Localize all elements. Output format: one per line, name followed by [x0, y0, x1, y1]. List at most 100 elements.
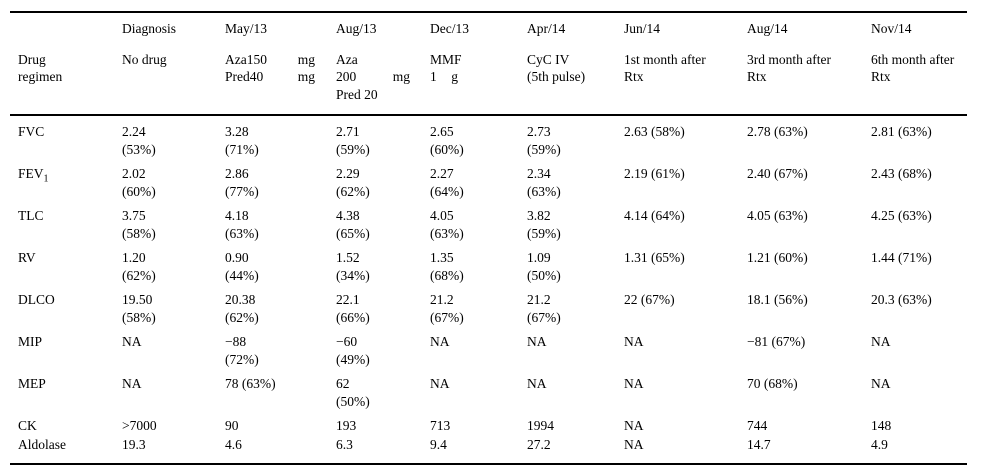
- table-cell: NA: [430, 334, 450, 349]
- table-body: FVC 2.24 (53%) 3.28 (71%) 2.71 (59%) 2.65 (6…: [10, 115, 967, 464]
- row-label: DLCO: [10, 284, 114, 326]
- regimen-line: (5th pulse): [527, 69, 586, 84]
- table-cell: 22 (67%): [624, 292, 675, 307]
- dose-drug: Pred40: [225, 69, 264, 84]
- table-cell: NA: [871, 334, 891, 349]
- row-label-text: RV: [18, 250, 36, 265]
- column-header-regimen: Aza 200 mg Pred 20: [328, 37, 422, 116]
- table-cell: 2.29 (62%): [336, 166, 370, 199]
- column-header-regimen: 6th month after Rtx: [863, 37, 967, 116]
- column-header-regimen: 3rd month after Rtx: [739, 37, 863, 116]
- row-label: RV: [10, 242, 114, 284]
- column-header-date: Jun/14: [624, 21, 661, 36]
- table-cell: 3.75 (58%): [122, 208, 156, 241]
- table-cell: 1.31 (65%): [624, 250, 685, 265]
- table-cell: 744: [747, 418, 768, 433]
- row-label-text: FEV: [18, 166, 44, 181]
- table-cell: 19.3: [122, 436, 146, 452]
- table-cell: 2.43 (68%): [871, 166, 932, 181]
- table-cell: 6.3: [336, 436, 353, 452]
- row-label-text: DLCO: [18, 292, 55, 307]
- row-label-subscript: 1: [43, 173, 49, 185]
- table-cell: 0.90 (44%): [225, 250, 259, 283]
- dose-unit: mg: [297, 69, 315, 84]
- column-header-regimen: CyC IV (5th pulse): [519, 37, 616, 116]
- row-label-text: MEP: [18, 376, 46, 391]
- table-cell: 1.20 (62%): [122, 250, 156, 283]
- table-cell: 2.65 (60%): [430, 124, 464, 157]
- table-row: FVC 2.24 (53%) 3.28 (71%) 2.71 (59%) 2.65 (6…: [10, 115, 967, 158]
- regimen-line: CyC IV: [527, 51, 570, 67]
- table-header: Diagnosis May/13 Aug/13 Dec/13 Apr/14 Jun/14 A…: [10, 12, 967, 116]
- table-cell: 2.34 (63%): [527, 166, 561, 199]
- column-header-regimen: Aza150 mg Pred40 mg: [217, 37, 328, 116]
- dose-line: Aza150 mg: [225, 51, 315, 69]
- table-cell: 78 (63%): [225, 376, 276, 391]
- table-cell: 4.14 (64%): [624, 208, 685, 223]
- dose-unit: g: [451, 69, 458, 84]
- row-label: CK: [10, 410, 114, 435]
- row-label-text: CK: [18, 418, 37, 433]
- column-header-regimen: No drug: [114, 37, 217, 116]
- table-row: TLC 3.75 (58%) 4.18 (63%) 4.38 (65%) 4.05 (6…: [10, 200, 967, 242]
- column-header-date: Apr/14: [527, 21, 566, 36]
- column-header-date: Nov/14: [871, 21, 912, 36]
- table-cell: 14.7: [747, 436, 771, 452]
- row-label: Aldolase: [10, 435, 114, 465]
- row-label-text: Aldolase: [18, 436, 66, 452]
- table-cell: 4.9: [871, 436, 888, 452]
- table-cell: 21.2 (67%): [430, 292, 464, 325]
- table-cell: 1994: [527, 418, 554, 433]
- column-header-regimen: 1st month after Rtx: [616, 37, 739, 116]
- regimen-line: Rtx: [624, 69, 644, 84]
- table-cell: 1.44 (71%): [871, 250, 932, 265]
- table-cell: 1.09 (50%): [527, 250, 561, 283]
- table-cell: 2.81 (63%): [871, 124, 932, 139]
- row-label-text: MIP: [18, 334, 43, 349]
- table-cell: −88 (72%): [225, 334, 259, 367]
- table-row: DLCO 19.50 (58%) 20.38 (62%) 22.1 (66%) 21.2…: [10, 284, 967, 326]
- table-cell: 2.02 (60%): [122, 166, 156, 199]
- dose-unit: mg: [392, 69, 410, 84]
- table-row: CK >7000 90 193 713 1994 NA 744 148: [10, 410, 967, 435]
- table-cell: 4.05 (63%): [747, 208, 808, 223]
- table-cell: 3.82 (59%): [527, 208, 561, 241]
- regimen-line: Rtx: [871, 69, 891, 84]
- table-cell: NA: [624, 334, 644, 349]
- column-header-date: Diagnosis: [122, 21, 176, 36]
- table-cell: 19.50 (58%): [122, 292, 156, 325]
- table-cell: 9.4: [430, 436, 447, 452]
- dose-line: Pred40 mg: [225, 68, 315, 86]
- dose-drug: 1: [430, 69, 437, 84]
- row-label-text: TLC: [18, 208, 44, 223]
- table-row: FEV1 2.02 (60%) 2.86 (77%) 2.29 (62%) 2.27 (…: [10, 158, 967, 200]
- column-header-date: Aug/14: [747, 21, 788, 36]
- table-cell: 3.28 (71%): [225, 124, 259, 157]
- table-cell: 1.35 (68%): [430, 250, 464, 283]
- table-cell: 148: [871, 418, 892, 433]
- table-cell: 70 (68%): [747, 376, 798, 391]
- row-label: TLC: [10, 200, 114, 242]
- drug-regimen-corner-label: Drug regimen: [10, 37, 114, 116]
- table-cell: 2.40 (67%): [747, 166, 808, 181]
- dose-line: 200 mg: [336, 68, 410, 86]
- regimen-line: MMF: [430, 51, 462, 67]
- regimen-line: 6th month after: [871, 51, 955, 67]
- table-cell: NA: [527, 376, 547, 391]
- table-row: Aldolase 19.3 4.6 6.3 9.4 27.2 NA 14.7 4.9: [10, 435, 967, 465]
- table-cell: 21.2 (67%): [527, 292, 561, 325]
- table-cell: 2.24 (53%): [122, 124, 156, 157]
- column-header-date: Aug/13: [336, 21, 377, 36]
- table-cell: 20.38 (62%): [225, 292, 259, 325]
- table-row: RV 1.20 (62%) 0.90 (44%) 1.52 (34%) 1.35 (68…: [10, 242, 967, 284]
- dose-drug: Aza150: [225, 51, 267, 67]
- table-cell: 2.86 (77%): [225, 166, 259, 199]
- header-dates-row: Diagnosis May/13 Aug/13 Dec/13 Apr/14 Jun/14 A…: [10, 12, 967, 38]
- table-cell: NA: [122, 376, 142, 391]
- table-cell: >7000: [122, 418, 157, 433]
- regimen-line: Pred 20: [336, 86, 378, 102]
- column-header-regimen: MMF 1 g: [422, 37, 519, 116]
- header-regimen-row: Drug regimen No drug Aza150 mg Pred40 mg Aza 20…: [10, 37, 967, 116]
- regimen-line: 1st month after: [624, 51, 706, 67]
